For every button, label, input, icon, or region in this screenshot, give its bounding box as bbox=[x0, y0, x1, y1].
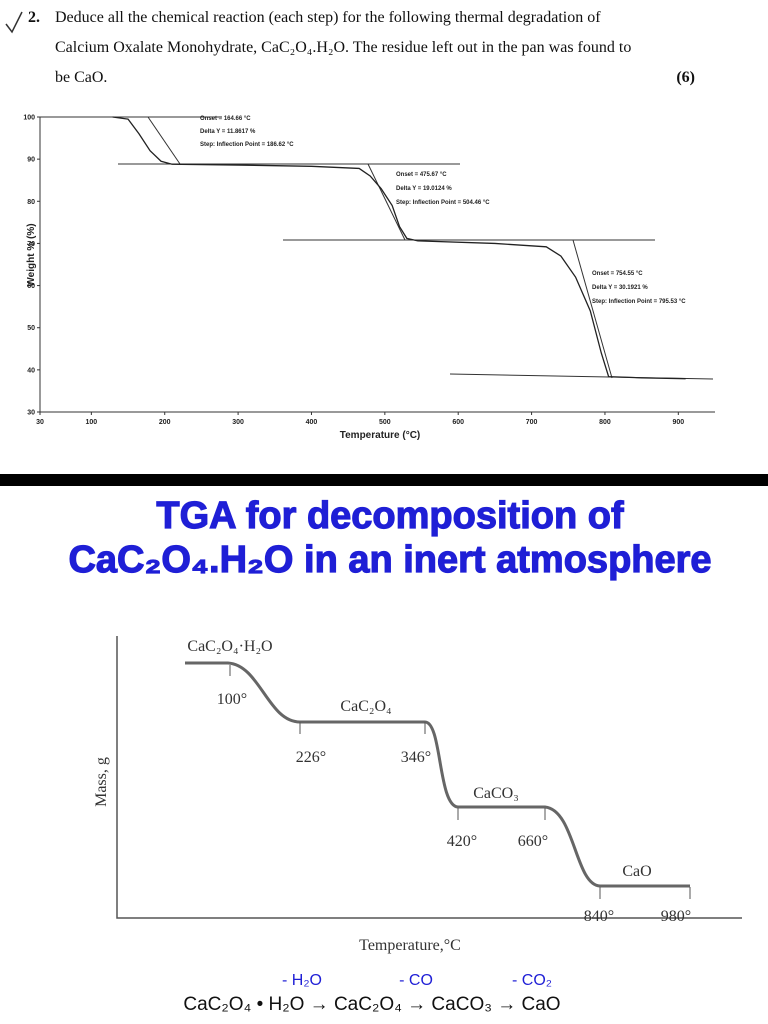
slide-title: TGA for decomposition of bbox=[156, 495, 624, 537]
x-tick-label: 400 bbox=[306, 419, 318, 426]
loss-label: - CO bbox=[399, 972, 433, 989]
axes bbox=[116, 636, 742, 919]
question-marks: (6) bbox=[676, 69, 695, 86]
question-number: 2. bbox=[28, 9, 40, 26]
weight-curve bbox=[112, 116, 686, 380]
loss-label: - H₂O bbox=[282, 972, 322, 989]
x-axis-label: Temperature (°C) bbox=[340, 430, 421, 441]
y-axis-label: Mass, g bbox=[93, 757, 110, 807]
annotation: Delta Y = 11.8617 % bbox=[200, 129, 256, 135]
annotation: Onset = 164.66 °C bbox=[200, 116, 251, 122]
x-tick-label: 900 bbox=[672, 419, 684, 426]
mass-curve bbox=[185, 661, 690, 888]
annotation: Delta Y = 30.1921 % bbox=[592, 285, 648, 291]
y-tick-label: 60 bbox=[27, 283, 35, 290]
annotation: Step: Inflection Point = 186.62 °C bbox=[200, 142, 294, 148]
x-tick-label: 500 bbox=[379, 419, 391, 426]
question-line: be CaO. bbox=[55, 69, 107, 86]
temperature-label: 420° bbox=[447, 833, 477, 850]
temperature-label: 100° bbox=[217, 691, 247, 708]
annotation: Step: Inflection Point = 795.53 °C bbox=[592, 299, 686, 305]
step-ticks bbox=[229, 665, 691, 899]
temperature-label: 346° bbox=[401, 749, 431, 766]
annotation: Step: Inflection Point = 504.46 °C bbox=[396, 200, 490, 206]
y-tick-label: 70 bbox=[27, 241, 35, 248]
x-tick-label: 200 bbox=[159, 419, 171, 426]
schematic-plot bbox=[116, 636, 742, 919]
divider bbox=[0, 474, 768, 486]
y-tick-label: 90 bbox=[27, 157, 35, 164]
x-tick-label: 600 bbox=[452, 419, 464, 426]
species-label: CaCO₃ bbox=[473, 785, 519, 802]
x-axis-label: Temperature,°C bbox=[359, 937, 461, 954]
y-tick-label: 40 bbox=[27, 367, 35, 374]
tangent bbox=[147, 116, 181, 165]
loss-label: - CO₂ bbox=[512, 972, 552, 989]
y-axis-label: Weight % (%) bbox=[26, 223, 37, 286]
x-tick-label: 700 bbox=[526, 419, 538, 426]
annotation: Onset = 754.55 °C bbox=[592, 271, 643, 277]
species-label: CaO bbox=[622, 863, 651, 880]
species-label: CaC₂O₄ bbox=[340, 698, 392, 715]
question-line: Calcium Oxalate Monohydrate, CaC₂O₄.H₂O.… bbox=[55, 39, 631, 56]
annotation: Delta Y = 19.0124 % bbox=[396, 186, 452, 192]
x-tick-label: 100 bbox=[86, 419, 98, 426]
temperature-label: 980° bbox=[661, 908, 691, 925]
axis bbox=[39, 117, 715, 413]
y-tick-label: 80 bbox=[27, 199, 35, 206]
x-tick-label: 300 bbox=[232, 419, 244, 426]
temperature-label: 660° bbox=[518, 833, 548, 850]
check-mark bbox=[5, 11, 23, 34]
question-line: Deduce all the chemical reaction (each s… bbox=[55, 9, 601, 26]
annotation: Onset = 475.67 °C bbox=[396, 172, 447, 178]
tangent bbox=[367, 163, 406, 241]
y-tick-label: 50 bbox=[27, 325, 35, 332]
tangent bbox=[572, 239, 613, 379]
temperature-label: 226° bbox=[296, 749, 326, 766]
y-tick-label: 100 bbox=[23, 115, 35, 122]
slide-title: CaC₂O₄.H₂O in an inert atmosphere bbox=[68, 539, 711, 581]
y-tick-label: 30 bbox=[27, 410, 35, 417]
x-tick-label: 800 bbox=[599, 419, 611, 426]
tangent-lines bbox=[40, 116, 714, 380]
x-tick-label: 30 bbox=[36, 419, 44, 426]
species-label: CaC₂O₄·H₂O bbox=[187, 638, 272, 655]
reaction-equation: CaC₂O₄ • H₂O → CaC₂O₄ → CaCO₃ → CaO bbox=[183, 994, 560, 1015]
temperature-label: 840° bbox=[584, 908, 614, 925]
